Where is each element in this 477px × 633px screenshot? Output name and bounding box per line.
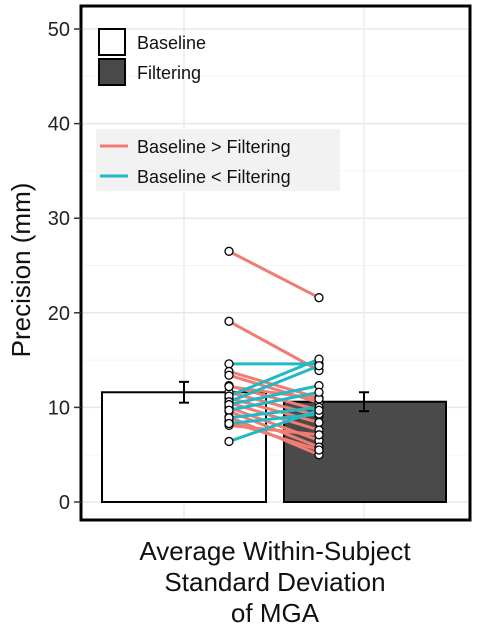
subject-point-filtering [314, 293, 324, 303]
legend: Baseline Filtering Baseline > Filtering … [96, 28, 340, 191]
y-axis: 0 10 20 30 40 50 [48, 19, 81, 514]
subject-point-baseline [224, 359, 234, 369]
x-axis-label-line-2: Standard Deviation [164, 567, 385, 597]
subject-line-increase [227, 390, 321, 412]
subject-line-increase [227, 405, 321, 420]
error-bars [179, 380, 369, 413]
legend-label-baseline: Baseline [137, 33, 206, 53]
y-tick-label: 40 [48, 114, 70, 136]
legend-swatch-filtering [98, 58, 126, 86]
subject-point-baseline [224, 418, 234, 429]
x-axis-label-line-3: of MGA [231, 598, 320, 628]
subject-point-baseline [224, 246, 234, 256]
legend-label-filtering: Filtering [137, 63, 201, 83]
subject-point-baseline [224, 316, 234, 326]
subject-line-increase [227, 384, 321, 407]
legend-label-increase: Baseline < Filtering [137, 167, 291, 187]
subject-line-decrease [227, 405, 321, 443]
line-legend-background [96, 129, 340, 191]
subject-line-decrease [227, 423, 321, 437]
y-tick-label: 50 [48, 19, 70, 41]
subject-line-decrease [227, 249, 321, 300]
subject-point-baseline [224, 436, 234, 447]
subject-point-baseline [224, 405, 234, 415]
legend-swatch-baseline [98, 28, 126, 56]
subject-point-filtering [314, 417, 324, 428]
x-axis-label-line-1: Average Within-Subject [139, 536, 411, 566]
bars [101, 391, 447, 504]
subject-points [224, 246, 324, 460]
subject-line-increase [227, 357, 321, 398]
subject-point-filtering [314, 405, 324, 415]
subject-line-increase [227, 364, 321, 404]
y-tick-label: 0 [59, 492, 70, 514]
subject-point-filtering [314, 361, 324, 371]
subject-line-increase [227, 408, 321, 443]
legend-label-decrease: Baseline > Filtering [137, 137, 291, 157]
subject-point-filtering [314, 430, 324, 440]
y-axis-label: Precision (mm) [6, 183, 36, 358]
subject-lines [227, 249, 321, 457]
y-tick-label: 20 [48, 303, 70, 325]
y-tick-label: 30 [48, 208, 70, 230]
subject-line-decrease [227, 319, 321, 373]
y-tick-label: 10 [48, 397, 70, 419]
subject-point-filtering [314, 445, 324, 455]
bar-filtering [283, 400, 447, 503]
subject-point-baseline [224, 370, 234, 380]
subject-point-filtering [314, 387, 324, 397]
subject-point-baseline [224, 381, 234, 392]
